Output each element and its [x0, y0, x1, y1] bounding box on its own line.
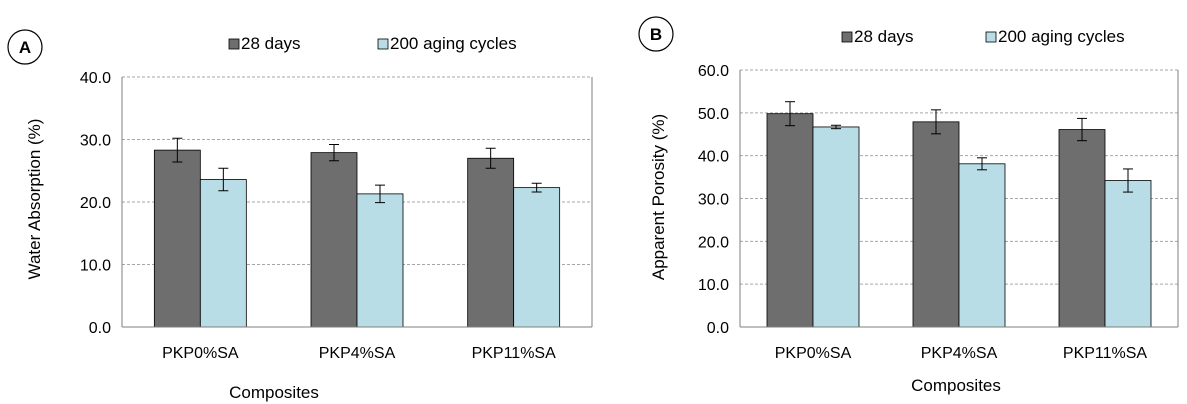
panel-a-badge	[7, 29, 43, 65]
panel-a-x-tick-label-pkp0pctsa: PKP0%SA	[162, 345, 239, 362]
panel-a-y-tick-label: 40.0	[80, 70, 111, 87]
panel-b-x-tick-label-pkp0pctsa: PKP0%SA	[775, 345, 852, 362]
panel-a-y-tick-label: 20.0	[80, 195, 111, 212]
panel-b-bars	[766, 113, 1152, 328]
panel-b-bar-pkp4pctsa-200-aging-cycles	[958, 163, 1006, 328]
panel-a-legend-swatch-28-days	[228, 38, 240, 50]
panel-a-letter: A	[19, 38, 31, 57]
panel-a-legend: 28 days 200 aging cycles	[228, 34, 517, 53]
panel-a-legend-swatch-200-aging	[377, 38, 389, 50]
panel-a-y-tick-label: 10.0	[80, 258, 111, 275]
panel-b-x-axis-title: Composites	[911, 376, 1001, 395]
panel-b-bar-pkp0pctsa-28-days	[766, 113, 814, 328]
panel-b-y-axis-title: Apparent Porosity (%)	[649, 114, 668, 280]
panel-b-legend-label-200-aging: 200 aging cycles	[998, 27, 1125, 46]
panel-b-bar-pkp11pctsa-200-aging-cycles	[1104, 180, 1152, 328]
panel-b-legend-swatch-28-days	[841, 31, 853, 43]
panel-b-y-tick-label: 30.0	[698, 192, 729, 209]
panel-b-x-ticks: PKP0%SA PKP4%SA PKP11%SA	[775, 345, 1148, 362]
panel-a-x-ticks: PKP0%SA PKP4%SA PKP11%SA	[162, 345, 556, 362]
panel-a-bar-pkp0pctsa-28-days	[153, 149, 201, 328]
panel-b-legend-swatch-200-aging	[985, 31, 997, 43]
panel-a-bars	[153, 149, 561, 328]
panel-b-y-tick-label: 40.0	[698, 149, 729, 166]
panel-b-letter: B	[650, 25, 662, 44]
panel-a: A 0.0 10.0 20.0 30.0 40.0 PKP0%SA PKP4%SA PKP1…	[7, 29, 593, 402]
panel-b-bar-pkp0pctsa-200-aging-cycles	[812, 126, 860, 328]
panel-b-error-bars	[785, 101, 1133, 193]
panel-a-bar-pkp11pctsa-28-days	[467, 157, 515, 328]
panel-a-y-tick-label: 30.0	[80, 133, 111, 150]
panel-a-legend-label-200-aging: 200 aging cycles	[390, 34, 517, 53]
panel-a-y-tick-label: 0.0	[89, 320, 111, 337]
panel-b-badge	[638, 16, 674, 52]
panel-a-y-ticks: 0.0 10.0 20.0 30.0 40.0	[80, 70, 111, 337]
panel-b-axes	[739, 70, 1179, 328]
panel-b-y-tick-label: 50.0	[698, 106, 729, 123]
panel-b-legend-label-28-days: 28 days	[854, 27, 914, 46]
panel-a-x-tick-label-pkp11pctsa: PKP11%SA	[472, 345, 557, 362]
panel-a-x-tick-label-pkp4pctsa: PKP4%SA	[319, 345, 396, 362]
panel-b-bar-pkp4pctsa-28-days	[912, 121, 960, 328]
panel-a-bar-pkp4pctsa-200-aging-cycles	[356, 193, 404, 328]
panel-b-x-tick-label-pkp11pctsa: PKP11%SA	[1063, 345, 1148, 362]
panel-a-error-bars	[172, 137, 542, 204]
panel-b-bar-pkp11pctsa-28-days	[1058, 129, 1106, 328]
panel-b-y-tick-label: 0.0	[707, 320, 729, 337]
panel-b: B 0.010.020.030.040.050.060.0 PKP0%SA PKP…	[638, 16, 1179, 395]
panel-a-bar-pkp11pctsa-200-aging-cycles	[513, 187, 561, 328]
panel-b-x-tick-label-pkp4pctsa: PKP4%SA	[921, 345, 998, 362]
panel-b-y-tick-label: 20.0	[698, 234, 729, 251]
panel-a-bar-pkp4pctsa-28-days	[310, 152, 358, 328]
panel-b-y-tick-label: 60.0	[698, 63, 729, 80]
panel-b-y-ticks: 0.0 10.0 20.0 30.0 40.0 50.0 60.0	[698, 63, 729, 337]
panel-a-y-axis-title: Water Absorption (%)	[25, 119, 44, 280]
panel-b-y-tick-label: 10.0	[698, 277, 729, 294]
panel-a-x-axis-title: Composites	[229, 383, 319, 402]
panel-b-legend: 28 days 200 aging cycles	[841, 27, 1125, 46]
panel-a-bar-pkp0pctsa-200-aging-cycles	[199, 179, 247, 328]
panel-a-axes	[121, 77, 593, 328]
panel-a-legend-label-28-days: 28 days	[241, 34, 301, 53]
